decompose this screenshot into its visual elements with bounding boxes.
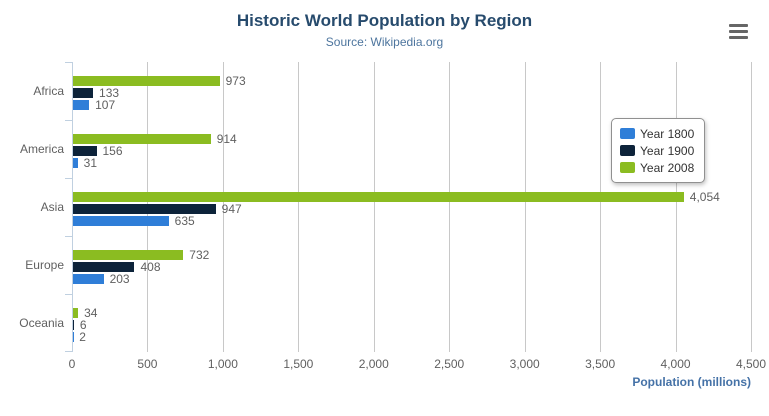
- legend-label: Year 1900: [640, 143, 695, 158]
- legend-symbol: [620, 162, 635, 173]
- bar-row: 203: [73, 272, 751, 286]
- bar-group-oceania: 34 6 2: [73, 294, 751, 352]
- legend: Year 1800 Year 1900 Year 2008: [611, 118, 706, 183]
- x-tick-label: 500: [137, 357, 158, 371]
- bar-row: 973: [73, 74, 751, 88]
- gridline: [600, 62, 602, 352]
- gridline: [449, 62, 451, 352]
- bar-group-africa: 973 133 107: [73, 62, 751, 120]
- x-tick-label: 3,000: [509, 357, 540, 371]
- x-tick-label: 2,500: [434, 357, 465, 371]
- bar-row: 107: [73, 98, 751, 112]
- bar-value-label: 34: [84, 306, 98, 320]
- x-tick-label: 1,000: [207, 357, 238, 371]
- bar-row: 133: [73, 86, 751, 100]
- axis-tick: [65, 62, 72, 63]
- bar-group-asia: 4,054 947 635: [73, 178, 751, 236]
- bar-value-label: 133: [99, 86, 120, 100]
- gridline: [675, 62, 677, 352]
- bar-value-label: 408: [140, 260, 161, 274]
- x-tick-label: 4,500: [735, 357, 767, 371]
- bar-group-america: 914 156 31: [73, 120, 751, 178]
- gridline: [751, 62, 752, 352]
- bar-africa-year-1900[interactable]: [73, 88, 94, 98]
- bar-oceania-year-2008[interactable]: [73, 308, 79, 318]
- bar-row: 34: [73, 306, 751, 320]
- gridline: [222, 62, 224, 352]
- bar-america-year-1800[interactable]: [73, 158, 78, 168]
- x-tick-label: 3,500: [585, 357, 616, 371]
- bar-africa-year-2008[interactable]: [73, 76, 220, 86]
- bar-group-europe: 732 408 203: [73, 236, 751, 294]
- plot-area: 973 133 107 914 156 31 4,054 947 635 732 408 203 34 6…: [65, 62, 752, 352]
- bar-value-label: 914: [216, 132, 237, 146]
- axis-tick: [65, 120, 72, 121]
- x-tick-label: 4,000: [660, 357, 691, 371]
- category-axis-line: [72, 62, 73, 352]
- legend-item-year-1800[interactable]: Year 1800: [620, 125, 694, 142]
- category-label-africa: Africa: [33, 84, 64, 98]
- legend-symbol: [620, 145, 635, 156]
- category-label-europe: Europe: [25, 258, 64, 272]
- x-axis-title: Population (millions): [632, 375, 751, 389]
- x-tick-label: 0: [68, 357, 76, 371]
- bar-row: 408: [73, 260, 751, 274]
- bar-value-label: 732: [189, 248, 210, 262]
- bar-value-label: 2: [79, 330, 86, 344]
- axis-tick: [65, 236, 72, 237]
- bar-row: 4,054: [73, 190, 751, 204]
- category-label-oceania: Oceania: [19, 316, 64, 330]
- gridline: [373, 62, 375, 352]
- bar-america-year-2008[interactable]: [73, 134, 211, 144]
- legend-label: Year 1800: [640, 126, 695, 141]
- bar-value-label: 203: [109, 272, 130, 286]
- bar-row: 914: [73, 132, 751, 146]
- bar-row: 635: [73, 214, 751, 228]
- category-label-america: America: [19, 142, 64, 156]
- bar-oceania-year-1900[interactable]: [73, 320, 74, 330]
- category-label-asia: Asia: [40, 200, 64, 214]
- bar-europe-year-2008[interactable]: [73, 250, 184, 260]
- bar-europe-year-1800[interactable]: [73, 274, 104, 284]
- bar-row: 732: [73, 248, 751, 262]
- axis-tick: [65, 178, 72, 179]
- x-tick-label: 2,000: [358, 357, 389, 371]
- bar-row: 6: [73, 318, 751, 332]
- axis-tick: [65, 351, 72, 352]
- bar-value-label: 6: [79, 318, 87, 332]
- bar-row: 947: [73, 202, 751, 216]
- bar-value-label: 4,054: [689, 190, 720, 204]
- bar-value-label: 107: [95, 98, 116, 112]
- bar-africa-year-1800[interactable]: [73, 100, 90, 110]
- bar-value-label: 156: [102, 144, 123, 158]
- bar-asia-year-2008[interactable]: [73, 192, 684, 202]
- x-tick-label: 1,500: [283, 357, 314, 371]
- bar-value-label: 973: [225, 74, 246, 88]
- bar-row: 156: [73, 144, 751, 158]
- bar-value-label: 947: [221, 202, 242, 216]
- bar-asia-year-1800[interactable]: [73, 216, 169, 226]
- legend-symbol: [620, 128, 635, 139]
- bar-europe-year-1900[interactable]: [73, 262, 135, 272]
- axis-tick: [65, 294, 72, 295]
- legend-item-year-2008[interactable]: Year 2008: [620, 159, 694, 176]
- bar-america-year-1900[interactable]: [73, 146, 97, 156]
- chart-title: Historic World Population by Region: [236, 11, 533, 30]
- bar-asia-year-1900[interactable]: [73, 204, 216, 214]
- chart-subtitle: Source: Wikipedia.org: [325, 35, 444, 49]
- bar-value-label: 635: [174, 214, 195, 228]
- gridline: [298, 62, 300, 352]
- legend-item-year-1900[interactable]: Year 1900: [620, 142, 694, 159]
- legend-label: Year 2008: [640, 160, 695, 175]
- bar-row: 2: [73, 330, 751, 344]
- gridline: [524, 62, 526, 352]
- export-menu-button[interactable]: [727, 21, 751, 41]
- bar-row: 31: [73, 156, 751, 170]
- hamburger-icon: [729, 23, 749, 39]
- bar-value-label: 31: [83, 156, 98, 170]
